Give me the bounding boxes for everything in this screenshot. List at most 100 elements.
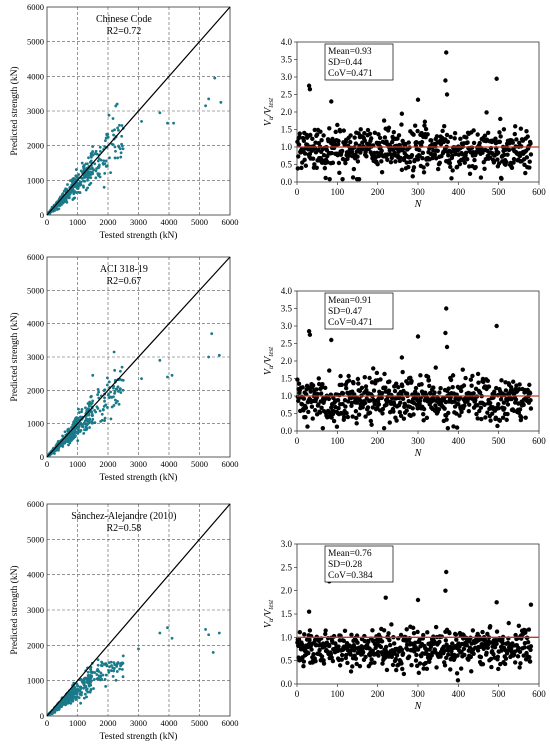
data-point (110, 664, 113, 667)
data-point (98, 149, 102, 153)
x-tick-label: 200 (371, 436, 385, 446)
data-point (473, 164, 478, 170)
data-point (446, 386, 451, 391)
data-point (89, 668, 93, 671)
x-tick-label: 1000 (69, 217, 86, 227)
data-point (379, 170, 385, 175)
data-point (497, 130, 502, 135)
data-point (421, 411, 426, 417)
data-point (460, 367, 465, 372)
data-point (418, 373, 423, 378)
data-point (452, 136, 457, 141)
data-point (517, 140, 522, 146)
x-tick-label: 3000 (130, 217, 147, 227)
data-point (394, 418, 399, 423)
data-point (454, 164, 460, 170)
data-point (99, 671, 103, 675)
data-point (482, 402, 487, 407)
data-point (64, 197, 68, 201)
data-point (511, 160, 516, 165)
annotation-model-name: ACI 318-19 (100, 264, 148, 275)
data-point (362, 138, 367, 143)
data-point (450, 641, 455, 646)
data-point (496, 666, 501, 672)
data-point (121, 654, 125, 658)
data-point (329, 415, 334, 420)
data-point (339, 148, 345, 154)
data-points (295, 306, 534, 431)
data-point (90, 401, 94, 405)
data-point (102, 389, 106, 393)
data-point (393, 159, 398, 164)
data-point (92, 687, 95, 690)
y-tick-label: 4000 (27, 71, 44, 81)
data-point (316, 376, 321, 381)
data-point (88, 173, 91, 177)
data-point (337, 663, 343, 668)
data-point (415, 334, 421, 339)
data-point (355, 154, 360, 159)
data-point (457, 161, 463, 167)
data-point (296, 398, 301, 404)
data-point (80, 693, 83, 697)
data-point (84, 162, 88, 166)
data-point (475, 403, 480, 408)
data-point (321, 658, 326, 663)
data-point (399, 122, 404, 127)
data-point (364, 387, 369, 393)
data-point (100, 661, 104, 665)
data-point (437, 639, 442, 644)
data-point (113, 390, 117, 393)
data-point (115, 102, 119, 106)
y-tick-label: 1.0 (281, 142, 293, 152)
data-point (376, 402, 382, 407)
y-tick-label: 6000 (27, 499, 44, 509)
data-point (307, 87, 313, 92)
data-point (513, 124, 518, 129)
x-tick-label: 0 (295, 187, 300, 197)
data-point (467, 164, 472, 169)
data-point (109, 417, 113, 421)
data-point (113, 156, 117, 160)
data-point (115, 664, 119, 668)
data-point (100, 677, 104, 681)
data-point (82, 677, 86, 681)
data-point (370, 405, 376, 410)
data-point (71, 699, 75, 703)
x-axis-title: Tested strength (kN) (100, 731, 178, 742)
data-point (99, 674, 103, 678)
data-point (494, 76, 499, 81)
data-point (336, 644, 341, 649)
x-tick-label: 1000 (69, 459, 86, 469)
data-point (86, 422, 90, 426)
data-point (415, 157, 421, 162)
y-axis-title: Predicted strength (kN) (9, 565, 20, 654)
data-point (496, 150, 501, 155)
data-point (459, 409, 464, 415)
y-tick-label: 0.5 (281, 160, 293, 170)
data-point (527, 382, 532, 388)
data-point (99, 664, 103, 667)
data-point (453, 632, 459, 637)
data-point (414, 652, 419, 658)
data-point (85, 409, 89, 412)
y-tick-label: 2000 (27, 141, 44, 151)
data-point (348, 139, 353, 145)
data-point (86, 176, 90, 180)
data-point (485, 130, 491, 135)
data-point (454, 671, 460, 676)
data-point (485, 410, 490, 415)
data-point (399, 111, 405, 116)
stats-box (324, 292, 394, 330)
data-point (399, 647, 405, 652)
stats-line: CoV=0.471 (328, 318, 373, 328)
data-point (392, 388, 398, 394)
data-point (425, 630, 430, 635)
data-point (119, 155, 123, 159)
data-point (503, 656, 509, 661)
x-tick-label: 0 (45, 217, 49, 227)
data-point (509, 396, 514, 402)
data-point (112, 669, 116, 673)
data-point (121, 675, 125, 679)
data-point (317, 410, 323, 415)
